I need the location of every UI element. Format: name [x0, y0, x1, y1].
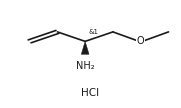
Text: &1: &1 — [89, 29, 99, 35]
Text: NH₂: NH₂ — [76, 61, 94, 71]
Text: HCl: HCl — [81, 88, 100, 98]
Polygon shape — [81, 41, 89, 54]
Text: O: O — [137, 36, 145, 46]
